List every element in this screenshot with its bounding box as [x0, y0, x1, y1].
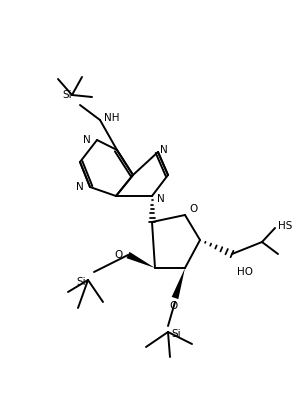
- Text: Si: Si: [76, 277, 86, 287]
- Text: N: N: [76, 182, 84, 192]
- Text: O: O: [189, 204, 197, 214]
- Text: O: O: [115, 250, 123, 260]
- Text: N: N: [83, 135, 91, 145]
- Text: O: O: [169, 301, 177, 311]
- Text: Si: Si: [63, 90, 72, 100]
- Text: N: N: [160, 145, 168, 155]
- Text: Si: Si: [171, 329, 181, 339]
- Text: N: N: [157, 194, 165, 204]
- Text: NH: NH: [104, 113, 120, 123]
- Polygon shape: [172, 268, 185, 299]
- Text: HS: HS: [278, 221, 292, 231]
- Polygon shape: [127, 252, 155, 268]
- Text: HO: HO: [237, 267, 253, 277]
